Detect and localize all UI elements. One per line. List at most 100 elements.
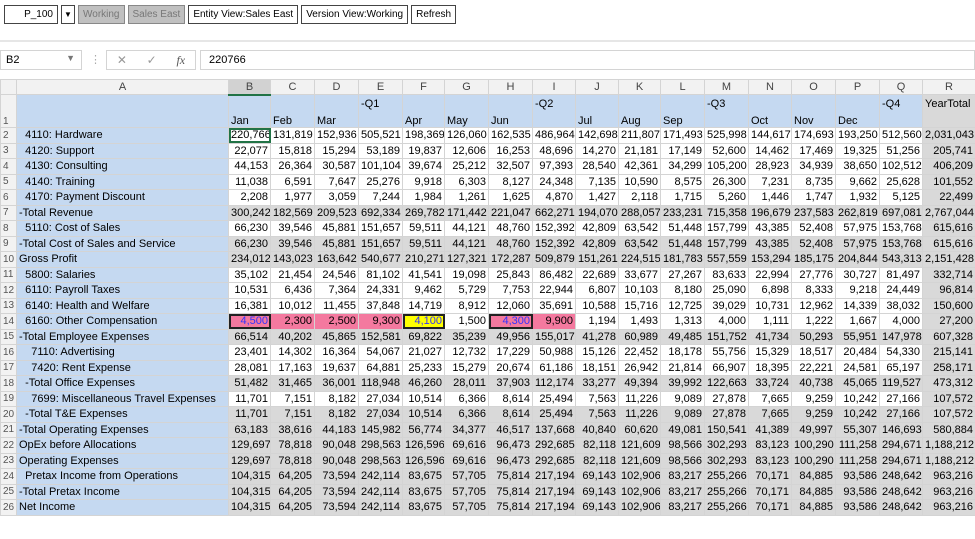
cell-H24[interactable]: 75,814 [488,468,533,485]
cell-O22[interactable]: 100,290 [791,437,836,454]
column-header-E[interactable]: E [358,79,403,95]
cell-F16[interactable]: 21,027 [402,344,445,361]
cell-E13[interactable]: 37,848 [358,297,403,314]
cell-R14[interactable]: 27,200 [922,313,975,330]
cell-B22[interactable]: 129,697 [228,437,271,454]
row-header[interactable]: 4 [0,158,17,175]
cell-R18[interactable]: 473,312 [922,375,975,392]
cell-B6[interactable]: 2,208 [228,189,271,206]
cell-L21[interactable]: 49,081 [660,421,705,438]
cell-E2[interactable]: 505,521 [358,127,403,144]
cell-L6[interactable]: 1,715 [660,189,705,206]
cell-N7[interactable]: 196,679 [748,204,792,221]
column-header-A[interactable]: A [16,79,229,95]
cell-M8[interactable]: 157,799 [704,220,749,237]
column-header-C[interactable]: C [270,79,315,95]
column-header-D[interactable]: D [314,79,359,95]
cell-H11[interactable]: 25,843 [488,266,533,283]
cell-N26[interactable]: 70,171 [748,499,792,516]
cell-K10[interactable]: 224,515 [618,251,661,268]
period-header[interactable]: Nov [791,94,836,128]
cell-G9[interactable]: 44,121 [444,235,489,252]
cell-F15[interactable]: 69,822 [402,328,445,345]
cell-L15[interactable]: 49,485 [660,328,705,345]
cell-M2[interactable]: 525,998 [704,127,749,144]
cell-R17[interactable]: 258,171 [922,359,975,376]
cell-F3[interactable]: 19,837 [402,142,445,159]
cell-Q17[interactable]: 65,197 [879,359,923,376]
cell-H23[interactable]: 96,473 [488,452,533,469]
cell-P6[interactable]: 1,932 [835,189,880,206]
cell-M22[interactable]: 302,293 [704,437,749,454]
cell-P26[interactable]: 93,586 [835,499,880,516]
cell-O12[interactable]: 8,333 [791,282,836,299]
cell-J15[interactable]: 41,278 [575,328,619,345]
cell-F5[interactable]: 9,918 [402,173,445,190]
cell-M24[interactable]: 255,266 [704,468,749,485]
row-header[interactable]: 23 [0,452,17,469]
cell-D10[interactable]: 163,642 [314,251,359,268]
cell-G8[interactable]: 44,121 [444,220,489,237]
cell-G7[interactable]: 171,442 [444,204,489,221]
cell-K22[interactable]: 121,609 [618,437,661,454]
cell-P15[interactable]: 55,951 [835,328,880,345]
cell-L24[interactable]: 83,217 [660,468,705,485]
cell-H2[interactable]: 162,535 [488,127,533,144]
row-header[interactable]: 8 [0,220,17,237]
row-header[interactable]: 5 [0,173,17,190]
row-label[interactable]: 6110: Payroll Taxes [16,282,229,299]
cell-E7[interactable]: 692,334 [358,204,403,221]
cell-R7[interactable]: 2,767,044 [922,204,975,221]
cell-M6[interactable]: 5,260 [704,189,749,206]
cell-B25[interactable]: 104,315 [228,483,271,500]
cell-C8[interactable]: 39,546 [270,220,315,237]
cell-I14[interactable]: 9,900 [532,313,576,330]
row-label[interactable]: Gross Profit [16,251,229,268]
cell-H5[interactable]: 8,127 [488,173,533,190]
period-header[interactable]: -Q1 [358,94,403,128]
cell-B15[interactable]: 66,514 [228,328,271,345]
cell-Q13[interactable]: 38,032 [879,297,923,314]
period-header[interactable]: Mar [314,94,359,128]
cell-E17[interactable]: 64,881 [358,359,403,376]
cell-B13[interactable]: 16,381 [228,297,271,314]
cell-D17[interactable]: 19,637 [314,359,359,376]
cell-J8[interactable]: 42,809 [575,220,619,237]
cell-K8[interactable]: 63,542 [618,220,661,237]
cell-L3[interactable]: 17,149 [660,142,705,159]
cell-H7[interactable]: 221,047 [488,204,533,221]
cell-D16[interactable]: 16,364 [314,344,359,361]
cell-F11[interactable]: 41,541 [402,266,445,283]
cell-K25[interactable]: 102,906 [618,483,661,500]
cell-R13[interactable]: 150,600 [922,297,975,314]
cell-H22[interactable]: 96,473 [488,437,533,454]
cell-O26[interactable]: 84,885 [791,499,836,516]
cell-G5[interactable]: 6,303 [444,173,489,190]
period-header[interactable]: May [444,94,489,128]
period-header[interactable]: Feb [270,94,315,128]
cell-Q15[interactable]: 147,978 [879,328,923,345]
cell-R19[interactable]: 107,572 [922,390,975,407]
row-label[interactable]: -Total Revenue [16,204,229,221]
cell-I21[interactable]: 137,668 [532,421,576,438]
cell-K16[interactable]: 22,452 [618,344,661,361]
cell-D22[interactable]: 90,048 [314,437,359,454]
cell-B24[interactable]: 104,315 [228,468,271,485]
cell-Q18[interactable]: 119,527 [879,375,923,392]
column-header-N[interactable]: N [748,79,792,95]
cell-F6[interactable]: 1,984 [402,189,445,206]
cell-R24[interactable]: 963,216 [922,468,975,485]
row-header[interactable]: 21 [0,421,17,438]
cell-Q2[interactable]: 512,560 [879,127,923,144]
cell-J21[interactable]: 40,840 [575,421,619,438]
cell-N2[interactable]: 144,617 [748,127,792,144]
cell-I2[interactable]: 486,964 [532,127,576,144]
cell-N21[interactable]: 41,389 [748,421,792,438]
row-header[interactable]: 20 [0,406,17,423]
period-header[interactable]: -Q3 [704,94,749,128]
cell-P8[interactable]: 57,975 [835,220,880,237]
cell-K3[interactable]: 21,181 [618,142,661,159]
cell-G12[interactable]: 5,729 [444,282,489,299]
row-label[interactable]: -Total Office Expenses [16,375,229,392]
cell-J10[interactable]: 151,261 [575,251,619,268]
